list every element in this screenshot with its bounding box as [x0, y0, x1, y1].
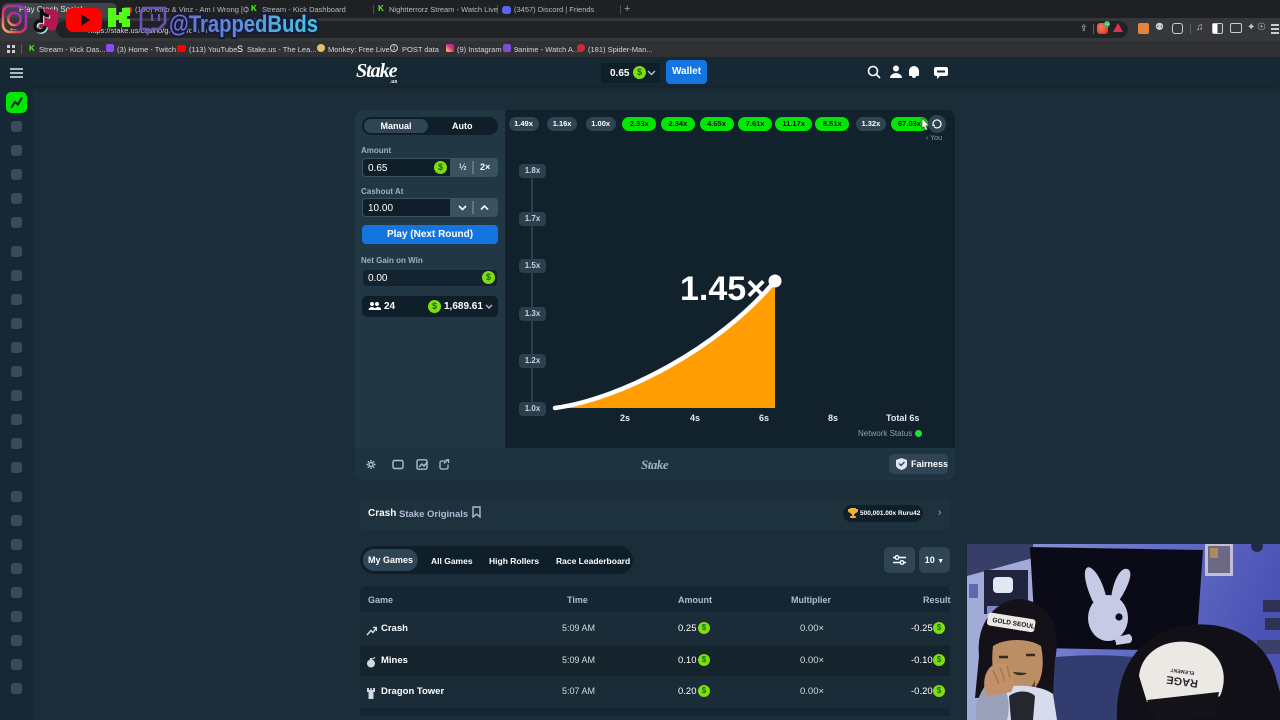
svg-text:1.45×: 1.45×	[680, 270, 766, 308]
svg-text:RAGE: RAGE	[1166, 673, 1199, 689]
svg-text:@TrappedBuds: @TrappedBuds	[169, 11, 318, 38]
svg-text:@TrappedBuds: @TrappedBuds	[169, 11, 318, 38]
svg-text:ELEMENT: ELEMENT	[1170, 666, 1194, 675]
